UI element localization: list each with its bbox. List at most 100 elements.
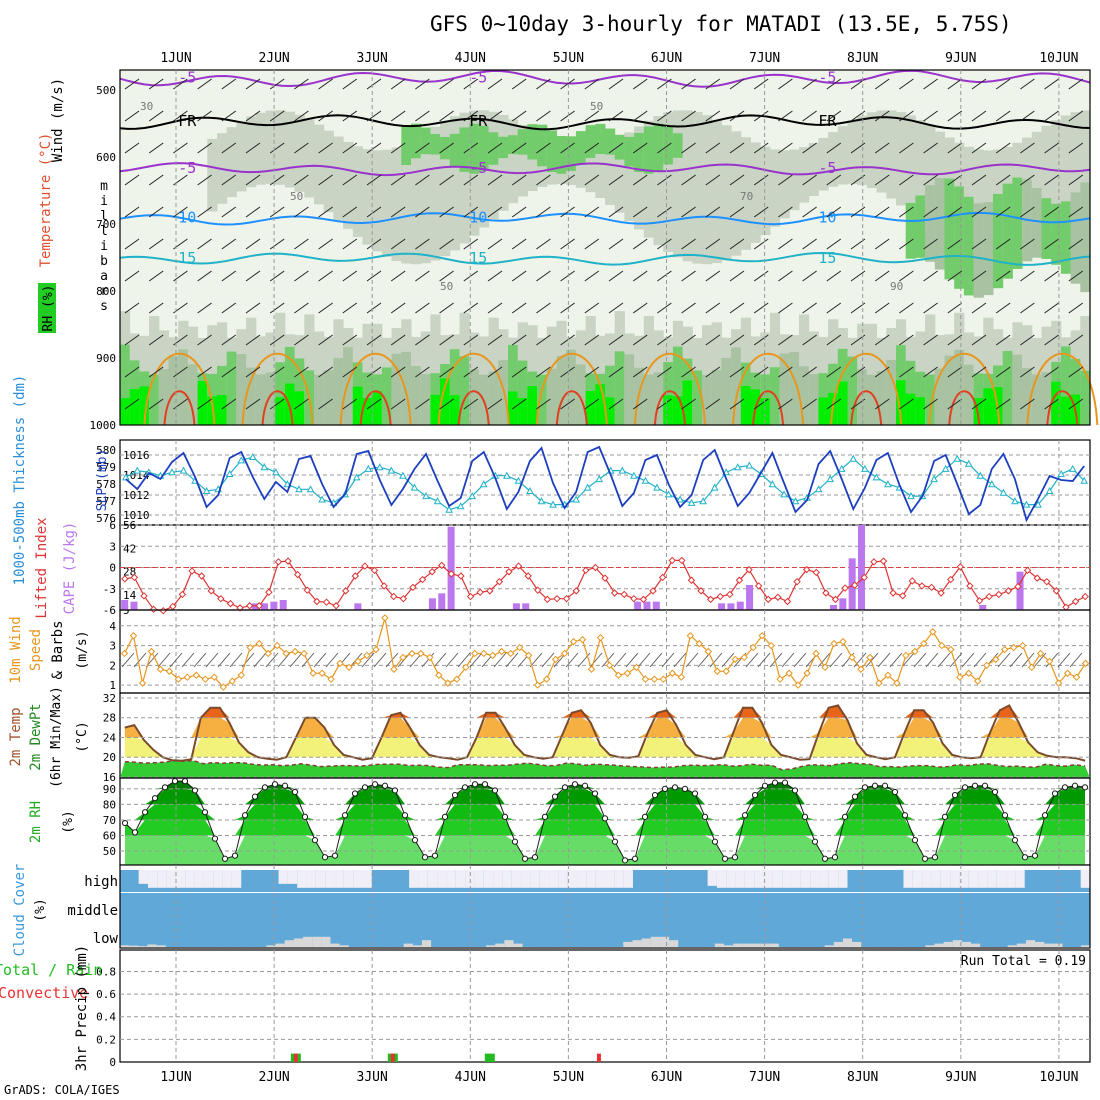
cloud-clear-cell: [558, 870, 569, 888]
low-cloud-cell: [925, 945, 935, 947]
rh-band-cell: [411, 366, 422, 425]
rh-point: [601, 815, 609, 822]
wind-barb: [778, 238, 793, 250]
low-cloud-cell: [934, 943, 944, 947]
low-cloud-cell: [943, 941, 954, 947]
rh-point: [791, 787, 799, 794]
cloud-cell: [315, 893, 326, 930]
temp-band: [124, 717, 1086, 738]
rh-band-cell: [634, 132, 645, 173]
rh-point: [881, 782, 889, 789]
cloud-cell: [449, 930, 459, 947]
cloud-cell: [1062, 870, 1072, 892]
thickness-point: [387, 466, 396, 474]
wind-speed-point: [489, 651, 497, 660]
wind-speed-point: [785, 669, 793, 677]
lifted-index-point: [687, 576, 696, 584]
wind-barb: [657, 174, 672, 186]
rh-band-cell: [779, 353, 790, 425]
cloud-clear-cell: [521, 870, 531, 888]
wind-barb: [197, 110, 212, 122]
surface-wind-barb: [613, 652, 627, 668]
wind-barb: [124, 334, 140, 346]
wind-barb: [221, 78, 237, 90]
wind-barb: [681, 206, 696, 218]
lifted-index-point: [514, 562, 523, 570]
wind-barb: [366, 174, 382, 186]
thickness-point: [768, 480, 777, 488]
lifted-index-point: [409, 583, 417, 592]
bottom-day-label: 7JUN: [749, 1070, 780, 1085]
tick-label: 56: [123, 519, 136, 532]
cloud-cell: [586, 893, 597, 930]
cloud-clear-cell: [325, 870, 335, 888]
surface-wind-barb: [997, 652, 1011, 668]
rh-band-cell: [857, 369, 868, 425]
surface-wind-barb: [637, 652, 651, 668]
wind-speed-point: [947, 645, 955, 654]
rh-point: [331, 852, 339, 859]
rh-band-cell: [294, 114, 305, 192]
rh-band-cell: [391, 147, 402, 262]
bottom-day-label: 4JUN: [455, 1070, 486, 1085]
rh-point: [471, 781, 479, 788]
surface-wind-barb: [1069, 652, 1083, 668]
cloud-cell: [940, 893, 951, 930]
surface-wind-barb: [289, 652, 303, 668]
cloud-cell: [1024, 870, 1035, 892]
wind-barb: [778, 110, 793, 122]
wind-barb: [802, 398, 817, 410]
rh-band-cell: [653, 115, 664, 246]
wind-barb: [487, 174, 503, 186]
cloud-cell: [458, 930, 469, 947]
wind-barb: [729, 270, 745, 282]
rh2m-axis-label: 2m RH: [28, 801, 44, 843]
cloud-cell: [623, 930, 633, 947]
lifted-index-point: [486, 587, 494, 595]
surface-wind-barb: [589, 652, 603, 668]
cloud-cell: [670, 870, 681, 892]
wind-barb: [536, 206, 551, 218]
rh-point: [511, 838, 519, 845]
rh-band-cell: [430, 394, 441, 425]
cloud-cell: [120, 893, 130, 930]
cloud-cell: [362, 893, 373, 930]
cloud-cell: [325, 893, 335, 930]
cape-bar: [736, 601, 744, 610]
wind-barb: [124, 238, 140, 250]
wind-speed-point: [480, 649, 488, 658]
cloud-cell: [427, 893, 438, 930]
wind-barb: [705, 174, 721, 186]
lifted-index-point: [956, 563, 965, 571]
wind-barb: [632, 398, 648, 410]
wind-speed-point: [614, 671, 623, 679]
cloud-clear-cell: [567, 870, 578, 888]
tick-label: 28: [103, 712, 116, 725]
wind-speed-point: [156, 665, 165, 673]
cloud-cell: [1053, 930, 1063, 947]
cloud-cell: [174, 930, 185, 947]
surface-wind-barb: [325, 652, 339, 668]
wind-barb: [342, 366, 358, 378]
rh-band-cell: [915, 195, 926, 258]
rh-point: [541, 813, 549, 820]
wind-barb: [269, 238, 285, 250]
ylabel-letter: l: [100, 209, 108, 224]
wind-barb: [294, 238, 309, 250]
wind-speed-point: [1072, 673, 1081, 681]
surface-wind-barb: [361, 652, 375, 668]
wind-barb: [536, 174, 551, 186]
lifted-index-point: [1043, 577, 1051, 586]
cloud-clear-cell: [511, 870, 522, 888]
rh-band-cell: [333, 136, 344, 221]
cloud-clear-cell: [922, 870, 932, 888]
rh-band-cell: [449, 133, 460, 167]
rh-band-cell: [905, 202, 916, 259]
wind-barb: [148, 334, 164, 346]
tick-label: 70: [103, 814, 116, 827]
cloud-clear-cell: [623, 870, 634, 888]
rh-band-cell: [527, 124, 538, 160]
wind-barb: [874, 270, 890, 282]
wind-barb: [245, 366, 261, 378]
cloud-clear-cell: [343, 870, 354, 888]
